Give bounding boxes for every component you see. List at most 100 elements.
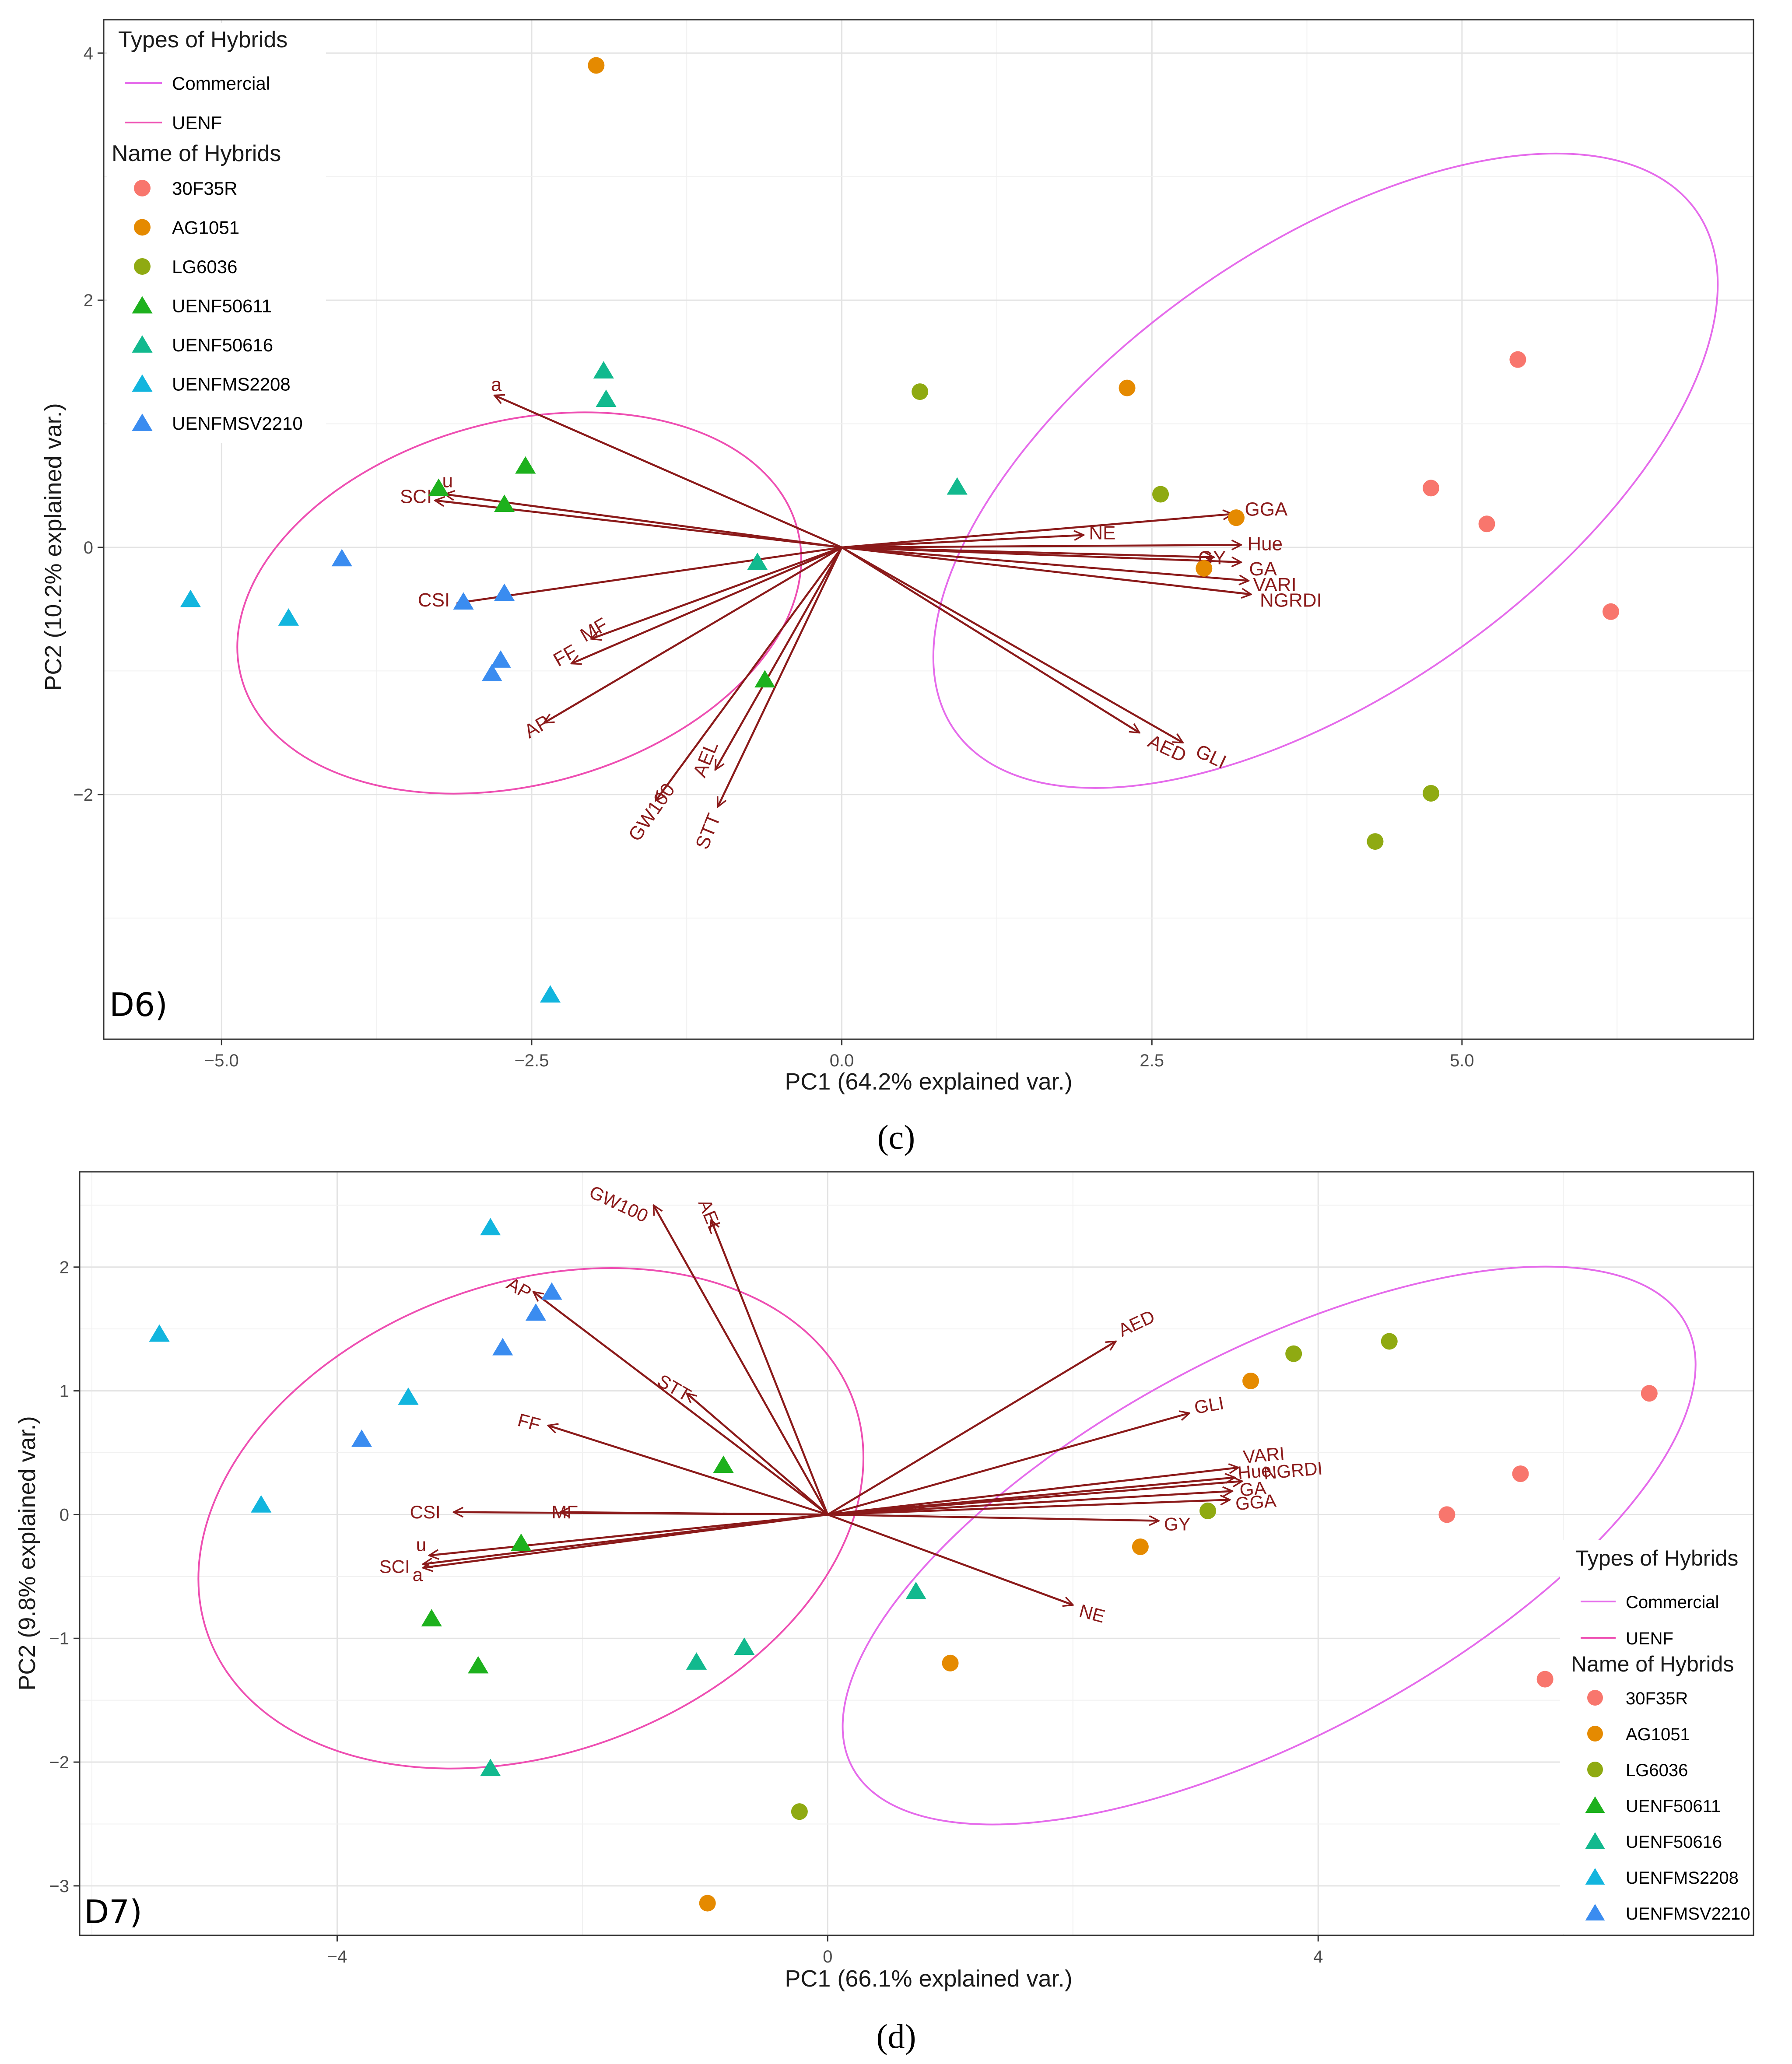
plot-border xyxy=(103,19,1754,1040)
legend-label-30f35r: 30F35R xyxy=(172,178,237,199)
point-uenfmsv2210 xyxy=(481,664,502,681)
y-tick-label: −2 xyxy=(73,785,93,805)
point-uenfmsv2210 xyxy=(541,1282,562,1300)
loading-label-mf: MF xyxy=(551,1502,578,1522)
x-tick-label: 2.5 xyxy=(1140,1051,1164,1070)
y-tick-label: 2 xyxy=(84,291,93,310)
legend-key-uenfms2208 xyxy=(1585,1868,1605,1885)
point-uenf50616 xyxy=(593,361,614,379)
point-uenfms2208 xyxy=(180,589,201,607)
loading-arrow-ael xyxy=(714,547,843,770)
y-tick-label: 0 xyxy=(60,1505,69,1524)
point-uenfmsv2210 xyxy=(525,1303,547,1321)
legend-key-uenf50611 xyxy=(132,296,153,314)
point-uenf50611 xyxy=(713,1455,734,1473)
loading-label-hue: Hue xyxy=(1247,533,1283,554)
legend-label-uenfmsv2210: UENFMSV2210 xyxy=(1626,1904,1750,1924)
y-tick-label: −3 xyxy=(49,1877,69,1896)
point-ag1051 xyxy=(699,1895,716,1912)
legend-label-commercial: Commercial xyxy=(172,73,270,94)
point-uenfmsv2210 xyxy=(494,583,515,601)
y-tick-label: 1 xyxy=(60,1382,69,1401)
legend-key-ag1051 xyxy=(1587,1726,1603,1742)
x-axis-label: PC1 (66.1% explained var.) xyxy=(785,1966,1072,1992)
y-tick-label: −1 xyxy=(49,1629,69,1648)
legend-label-uenf50611: UENF50611 xyxy=(1626,1797,1721,1816)
loading-arrow-ff xyxy=(572,546,842,663)
legend-label-uenfms2208: UENFMS2208 xyxy=(172,374,291,395)
loading-arrow-mf xyxy=(560,1512,828,1515)
loading-arrow-vari xyxy=(842,546,1249,581)
legend-key-uenfmsv2210 xyxy=(132,414,153,431)
point-uenfms2208 xyxy=(278,608,299,626)
point-uenf50611 xyxy=(754,670,775,688)
score-points xyxy=(180,57,1620,1003)
loading-label-sci: SCI xyxy=(400,486,432,508)
legend-label-lg6036: LG6036 xyxy=(1626,1761,1688,1780)
legend-label-uenf50616: UENF50616 xyxy=(1626,1833,1722,1852)
point-uenfmsv2210 xyxy=(490,650,511,668)
loading-arrow-a xyxy=(494,396,842,549)
legend-label-uenfmsv2210: UENFMSV2210 xyxy=(172,413,303,434)
loading-arrow-ngrdi xyxy=(842,546,1251,594)
loading-label-gga: GGA xyxy=(1234,1490,1277,1514)
x-tick-label: −5.0 xyxy=(204,1051,239,1070)
point-30f35r xyxy=(1512,1465,1529,1482)
loading-arrow-vari xyxy=(828,1468,1238,1516)
loading-arrow-ap xyxy=(533,1292,828,1516)
point-lg6036 xyxy=(912,383,929,400)
point-uenf50616 xyxy=(480,1759,501,1777)
legend: Types of Hybrids Commercial UENF Name of… xyxy=(107,23,326,443)
y-tick-label: −2 xyxy=(49,1753,69,1772)
loading-arrow-gw100 xyxy=(652,1205,829,1515)
point-30f35r xyxy=(1423,480,1440,497)
panel-tag: D7) xyxy=(84,1893,142,1931)
legend-label-uenf50611: UENF50611 xyxy=(172,296,272,316)
point-30f35r xyxy=(1509,351,1526,368)
point-uenf50616 xyxy=(686,1652,707,1670)
point-ag1051 xyxy=(1227,509,1245,526)
point-uenf50611 xyxy=(428,478,449,496)
legend-key-30f35r xyxy=(134,180,151,196)
loading-label-sci: SCI xyxy=(379,1556,410,1577)
panel-tag: D6) xyxy=(109,986,168,1024)
legend-items: 30F35R AG1051 LG6036 UENF50611 UENF50616 UENF… xyxy=(1585,1689,1750,1924)
legend-types-title: Types of Hybrids xyxy=(1575,1546,1738,1570)
point-ag1051 xyxy=(1242,1372,1259,1389)
point-lg6036 xyxy=(1285,1345,1302,1362)
loading-arrow-gli xyxy=(827,1413,1189,1516)
plot-border xyxy=(79,1171,1754,1936)
legend-key-lg6036 xyxy=(134,258,151,275)
x-tick-label: 0.0 xyxy=(830,1051,854,1070)
y-tick-label: 0 xyxy=(84,538,93,557)
legend-key-uenfmsv2210 xyxy=(1585,1904,1605,1920)
loading-arrow-ne xyxy=(827,1514,1073,1605)
point-lg6036 xyxy=(1367,833,1384,850)
point-uenfms2208 xyxy=(480,1218,501,1236)
point-lg6036 xyxy=(1381,1333,1398,1350)
loading-label-gy: GY xyxy=(1164,1514,1191,1535)
loading-arrow-csi xyxy=(457,546,842,603)
point-lg6036 xyxy=(791,1803,808,1820)
x-tick-label: 5.0 xyxy=(1450,1051,1474,1070)
loading-arrow-a xyxy=(423,1514,828,1568)
point-uenfmsv2210 xyxy=(351,1430,372,1447)
point-ag1051 xyxy=(1196,560,1213,577)
legend-label-ag1051: AG1051 xyxy=(172,217,239,238)
axis-ticks: −4 0 4 −3 −2 −1 0 1 2 xyxy=(49,1258,1323,1966)
point-uenf50616 xyxy=(905,1581,926,1599)
point-uenf50611 xyxy=(421,1609,442,1626)
plot-area xyxy=(104,20,1753,1039)
loading-label-a: a xyxy=(413,1564,423,1585)
x-tick-label: 0 xyxy=(823,1947,832,1966)
loading-arrow-gli xyxy=(841,546,1183,744)
point-uenf50616 xyxy=(734,1637,755,1655)
ellipse-uenf xyxy=(197,1267,865,1770)
loading-label-a: a xyxy=(491,374,502,396)
loading-arrow-ff xyxy=(548,1426,828,1516)
legend-label-uenf50616: UENF50616 xyxy=(172,335,273,355)
legend-names-title: Name of Hybrids xyxy=(1571,1652,1734,1676)
legend-label-commercial: Commercial xyxy=(1626,1593,1719,1612)
x-axis-label: PC1 (64.2% explained var.) xyxy=(785,1069,1072,1095)
